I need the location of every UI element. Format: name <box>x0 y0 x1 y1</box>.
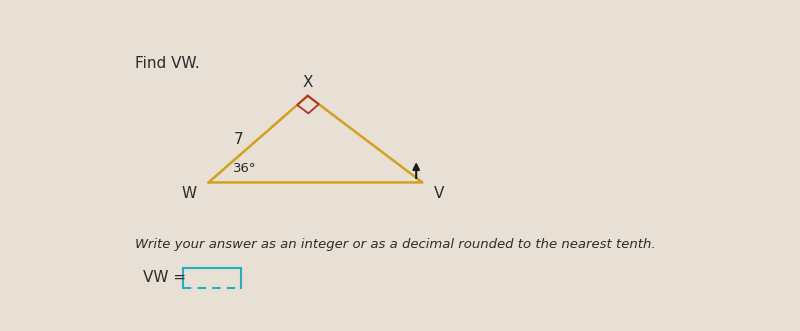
Text: W: W <box>182 186 197 201</box>
Text: V: V <box>434 186 445 201</box>
Text: X: X <box>302 74 313 90</box>
Text: VW =: VW = <box>142 270 190 285</box>
Text: 36°: 36° <box>234 162 257 175</box>
Text: Write your answer as an integer or as a decimal rounded to the nearest tenth.: Write your answer as an integer or as a … <box>135 238 655 251</box>
Text: 7: 7 <box>234 132 243 147</box>
Text: Find VW.: Find VW. <box>135 56 200 71</box>
